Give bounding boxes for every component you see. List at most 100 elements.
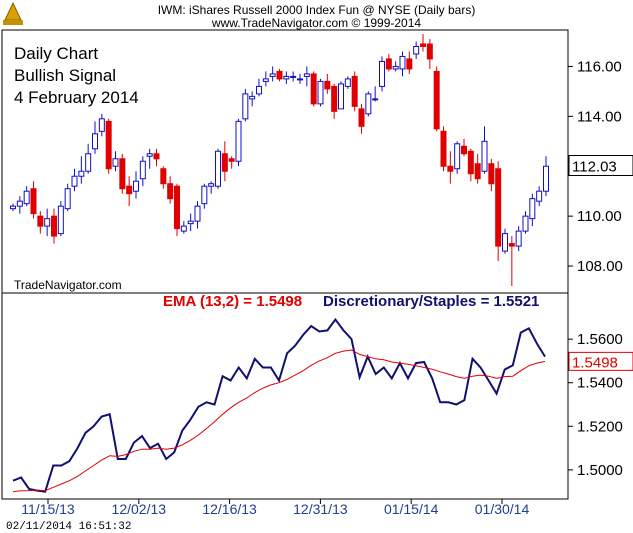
ratio-panel [1,292,569,500]
candle [297,73,303,84]
candle [474,153,481,184]
x-tick-label: 01/15/14 [384,501,439,517]
candle [139,156,146,187]
candle [344,76,351,89]
candle [495,161,502,262]
candle [57,201,64,237]
candle [413,41,420,59]
candle [508,236,515,287]
candle [522,211,529,234]
y-tick-label: 1.5600 [577,331,623,348]
candle [201,183,208,209]
x-tick-label: 12/31/13 [293,501,348,517]
candle [440,126,447,172]
candle [529,193,536,227]
candle [406,51,413,74]
candle [85,143,92,174]
candle [208,181,215,194]
candle [290,71,297,82]
candle [194,201,201,229]
candle [317,78,324,107]
candle [30,181,37,219]
candle [447,151,454,184]
candle [119,153,126,194]
copyright: www.TradeNavigator.com © 1999-2014 [211,16,422,30]
candle [515,226,522,252]
candle [365,91,372,117]
legend-ratio: Discretionary/Staples = 1.5521 [323,293,539,310]
candle [228,156,235,169]
watermark: TradeNavigator.com [14,278,122,292]
x-tick-label: 12/02/13 [112,501,167,517]
logo-icon [3,1,23,25]
x-tick-label: 01/30/14 [475,501,530,517]
y-tick-label: 108.00 [577,258,623,275]
candle [10,203,16,212]
candle [351,71,358,112]
candle [454,141,461,174]
candle [146,148,153,169]
candle [262,71,269,87]
candle [372,86,379,102]
candle [126,176,133,207]
candle [16,196,23,214]
candle [71,168,78,192]
y-tick-label: 114.00 [577,108,622,125]
candle [105,118,112,174]
candle [310,71,317,107]
timestamp: 02/11/2014 16:51:32 [6,521,131,533]
candle [133,171,139,199]
candle [536,186,543,207]
candle [392,61,399,72]
candle [180,221,187,234]
last-price-label: 112.03 [572,158,617,175]
ratio-chart [12,317,546,493]
candle [420,34,426,52]
candle [23,186,30,207]
price-chart [10,34,549,287]
candle [235,118,242,167]
candle [502,228,508,254]
candle [153,148,160,167]
candle [92,121,98,154]
ema-series-line [12,349,546,493]
candle [167,176,174,204]
candle [358,103,365,134]
candle [187,213,194,232]
candle [324,73,331,94]
candle [426,38,433,69]
y-tick-label: 1.5000 [577,462,623,479]
x-tick-label: 11/15/13 [21,501,75,517]
candle [112,151,119,172]
candle [433,66,440,132]
candle [221,141,228,182]
candle [215,148,221,189]
candle [399,51,406,77]
candle [269,66,276,82]
candle [338,81,344,110]
candle [249,91,256,107]
candle [64,183,71,212]
y-tick-label: 1.5200 [577,418,623,435]
candle [488,158,495,192]
candle [331,83,338,119]
annotation-line-1: Daily Chart [14,44,99,63]
y-tick-label: 110.00 [577,208,622,225]
candle [78,156,85,184]
candle [461,138,467,157]
candle [543,156,549,197]
legend-ema: EMA (13,2) = 1.5498 [163,293,302,310]
candle [276,68,283,82]
y-tick-label: 116.00 [577,58,622,75]
candle [385,53,392,72]
annotation-line-3: 4 February 2014 [14,88,139,107]
axes: 116.00114.00112.00110.00108.00112.031.56… [21,58,633,517]
candle [160,166,167,189]
candle [467,148,474,182]
annotation-line-2: Bullish Signal [14,66,117,85]
candle [303,66,310,87]
y-tick-label: 1.5400 [577,375,623,392]
candle [44,208,51,237]
ratio-series-line [12,317,546,493]
